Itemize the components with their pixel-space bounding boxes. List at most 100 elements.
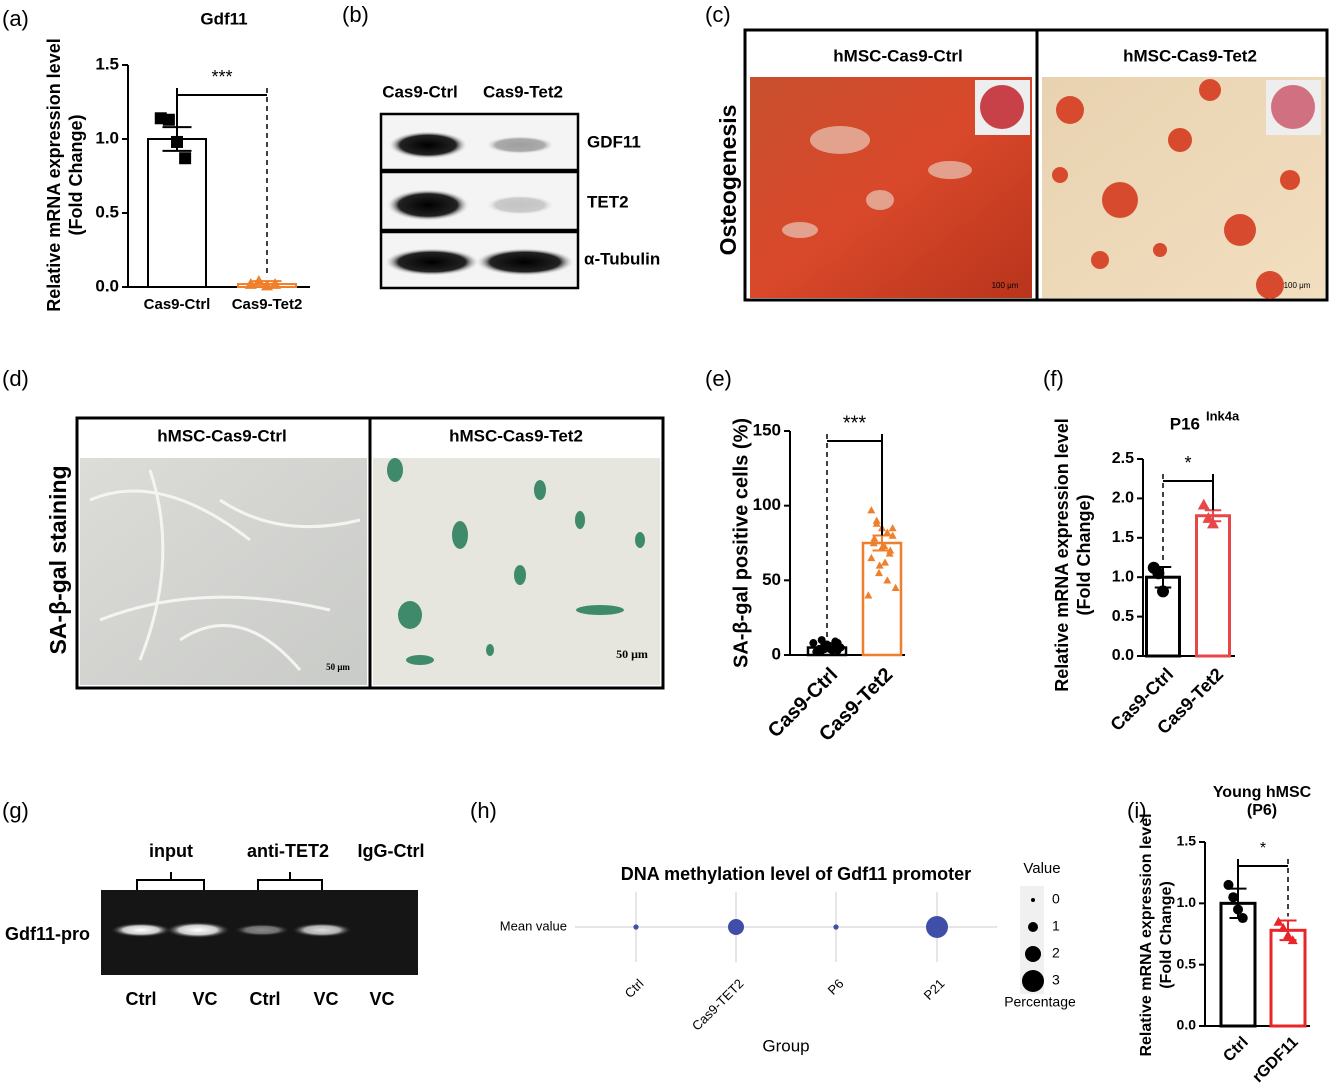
x-tick-label: Ctrl (622, 976, 647, 1001)
legend-dot (1025, 946, 1041, 962)
data-point (1237, 913, 1248, 924)
scale-bar-label: 100 μm (1284, 281, 1311, 290)
bar (1219, 901, 1257, 1028)
y-tick-label: 1.0 (1177, 894, 1197, 910)
panel-label: (i) (1127, 798, 1147, 823)
y-tick-label: 1.5 (95, 54, 119, 73)
significance-label: * (1184, 453, 1191, 473)
data-point (833, 646, 842, 655)
data-point (869, 539, 878, 547)
panel-label: (d) (2, 366, 29, 391)
panel-label: (a) (2, 6, 29, 31)
y-tick-label: 0.5 (95, 202, 119, 221)
chart-title: (P6) (1247, 802, 1277, 819)
band (292, 923, 352, 937)
data-point (1228, 892, 1239, 903)
panel-label: (h) (470, 798, 497, 823)
legend-label: 1 (1052, 918, 1060, 934)
bar (147, 138, 207, 288)
texture (1052, 79, 1300, 299)
chart-title: DNA methylation level of Gdf11 promoter (621, 864, 971, 884)
data-point (812, 648, 821, 657)
band (234, 924, 290, 936)
micrograph (80, 458, 367, 685)
data-point (885, 549, 894, 557)
lane-label: VC (192, 989, 217, 1009)
bracket (257, 872, 323, 890)
significance-label: * (1260, 840, 1266, 857)
row-title: SA-β-gal staining (45, 465, 71, 654)
data-point (867, 553, 876, 562)
data-point (891, 583, 900, 591)
column-label: Cas9-Tet2 (483, 82, 563, 101)
y-tick-label: 1.0 (95, 128, 119, 147)
data-point (888, 531, 897, 539)
band (388, 131, 468, 159)
y-axis-label: Relative mRNA expression level (44, 38, 64, 311)
lane-label: Ctrl (250, 989, 281, 1009)
western-blot: Cas9-Ctrl Cas9-Tet2 GDF11 TET2 α-Tubulin (379, 82, 660, 290)
panel-label: (c) (705, 2, 731, 27)
data-point (1197, 498, 1210, 510)
x-tick-label: rGDF11 (1250, 1034, 1302, 1086)
data-point (244, 278, 257, 289)
data-point (1157, 585, 1169, 598)
group-label: input (149, 841, 193, 861)
legend-label: 3 (1052, 972, 1060, 988)
data-point (883, 576, 892, 584)
band (384, 248, 480, 276)
y-tick-label: 0.0 (1112, 647, 1134, 664)
y-tick-label: 100 (753, 495, 781, 514)
y-tick-label: 150 (753, 420, 781, 439)
legend-label: 2 (1052, 945, 1060, 961)
y-tick-label: 0.0 (1177, 1017, 1197, 1033)
data-point (162, 113, 175, 126)
chart-title: Young hMSC (1213, 784, 1312, 801)
y-tick-label: 0.0 (95, 276, 119, 295)
y-tick-label: Mean value (500, 918, 567, 933)
x-tick-label: Cas9-Tet2 (232, 296, 303, 313)
legend-caption: Percentage (1004, 994, 1076, 1010)
data-point (888, 524, 897, 532)
x-tick-label: Ctrl (1220, 1034, 1252, 1066)
data-point (809, 639, 818, 648)
x-tick-label: P21 (921, 976, 948, 1003)
data-point (171, 135, 183, 148)
y-tick-label: 1.5 (1112, 529, 1134, 546)
data-point (864, 591, 873, 599)
lane-label: VC (369, 989, 394, 1009)
data-point (875, 568, 883, 577)
data-point (269, 278, 282, 289)
legend-dot (1022, 970, 1044, 992)
data-point (179, 152, 192, 165)
panel-label: (e) (705, 366, 732, 391)
legend-label: 0 (1052, 891, 1060, 907)
x-tick-label: P6 (825, 976, 847, 998)
band (475, 248, 575, 276)
scale-bar-label: 50 μm (616, 647, 648, 661)
data-point (1223, 879, 1234, 890)
significance-label: *** (843, 412, 867, 434)
image-title: hMSC-Cas9-Tet2 (1123, 46, 1257, 65)
band (386, 189, 470, 221)
data-point (881, 558, 889, 566)
data-point (870, 534, 879, 542)
y-axis-label: Relative mRNA expression level (1052, 418, 1072, 691)
data-point (1152, 567, 1165, 580)
sa-gal-panel: hMSC-Cas9-Ctrl hMSC-Cas9-Tet2 50 μm 50 μ… (45, 416, 665, 690)
dot (728, 919, 744, 935)
row-label: Gdf11-pro (5, 924, 90, 944)
image-title: hMSC-Cas9-Tet2 (449, 426, 583, 445)
column-label: Cas9-Ctrl (382, 82, 458, 101)
y-axis-label: (Fold Change) (1158, 881, 1175, 989)
significance-label: *** (211, 67, 232, 87)
dot (833, 924, 839, 930)
y-tick-label: 2.0 (1112, 490, 1134, 507)
osteogenesis-panel: hMSC-Cas9-Ctrl hMSC-Cas9-Tet2 100 μm 100… (715, 28, 1329, 302)
x-tick-label: Cas9-Ctrl (144, 296, 211, 313)
y-tick-label: 0.5 (1177, 955, 1197, 971)
data-point (1278, 922, 1289, 932)
image-title: hMSC-Cas9-Ctrl (157, 426, 286, 445)
bar (1195, 514, 1231, 658)
band (111, 923, 171, 937)
